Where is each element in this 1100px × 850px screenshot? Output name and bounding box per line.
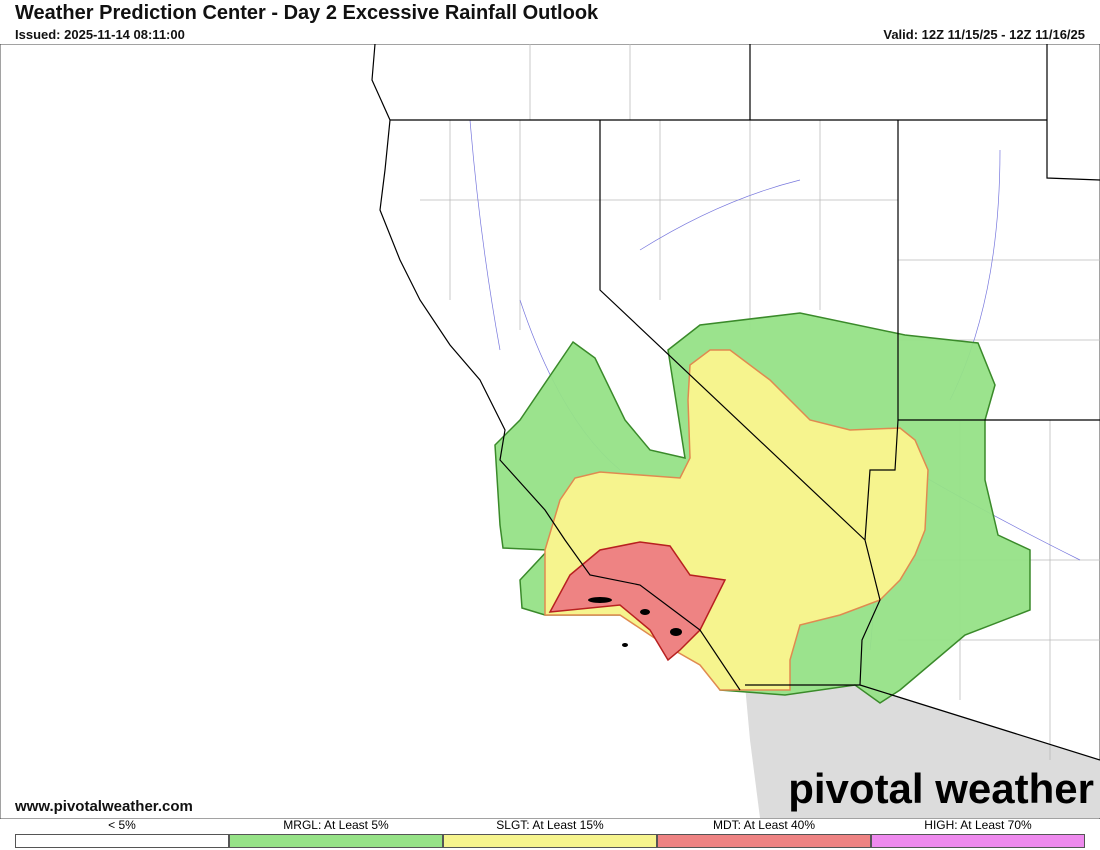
legend-swatch [15, 834, 229, 848]
title: Weather Prediction Center - Day 2 Excess… [15, 2, 599, 24]
legend-item: SLGT: At Least 15% [443, 818, 657, 848]
logo: pivotal weather [788, 765, 1094, 812]
legend-label: MDT: At Least 40% [712, 818, 816, 832]
legend-item: MRGL: At Least 5% [229, 818, 443, 848]
issued: Issued: 2025-11-14 08:11:00 [15, 27, 185, 42]
map [0, 44, 1100, 819]
legend-label: < 5% [108, 818, 136, 832]
state-lines [371, 44, 1100, 761]
legend-item: HIGH: At Least 70% [871, 818, 1085, 848]
source: www.pivotalweather.com [15, 798, 193, 815]
legend-swatch [443, 834, 657, 848]
legend-swatch [229, 834, 443, 848]
legend-label: SLGT: At Least 15% [496, 818, 604, 832]
legend-label: MRGL: At Least 5% [283, 818, 389, 832]
legend-swatch [657, 834, 871, 848]
legend-item: MDT: At Least 40% [657, 818, 871, 848]
legend-item: < 5% [15, 818, 229, 848]
legend-label: HIGH: At Least 70% [924, 818, 1032, 832]
mexico [745, 685, 1100, 818]
valid: Valid: 12Z 11/15/25 - 12Z 11/16/25 [883, 27, 1085, 42]
legend-swatch [871, 834, 1085, 848]
islands [588, 597, 682, 647]
legend: < 5% MRGL: At Least 5% SLGT: At Least 15% M… [15, 818, 1085, 848]
